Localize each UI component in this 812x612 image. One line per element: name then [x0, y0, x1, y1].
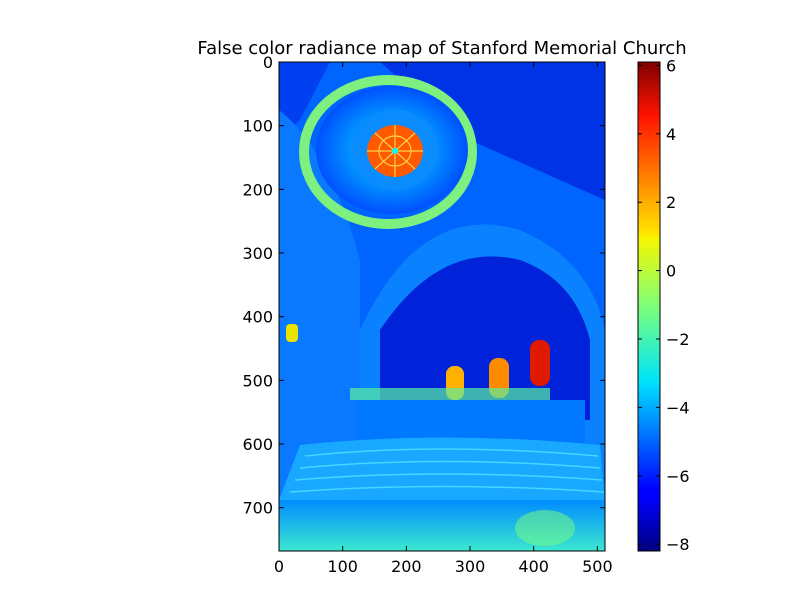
colorbar-tick-label: 4 — [666, 125, 676, 144]
y-tick-label: 400 — [242, 308, 273, 327]
oculus-center — [392, 148, 398, 154]
colorbar-tick-label: −2 — [666, 330, 690, 349]
window-right — [530, 340, 550, 386]
y-tick-label: 500 — [242, 371, 273, 390]
chart-title: False color radiance map of Stanford Mem… — [197, 38, 686, 59]
left-arch — [279, 110, 360, 551]
window-far-left — [286, 324, 298, 342]
colorbar-tick-label: 6 — [666, 56, 676, 75]
colorbar-tick-label: 0 — [666, 262, 676, 281]
colorbar-tick-label: −4 — [666, 398, 690, 417]
x-axis: 0 100 200 300 400 500 — [274, 62, 613, 576]
y-tick-label: 600 — [242, 435, 273, 454]
y-axis: 0 100 200 300 400 500 600 700 — [242, 53, 605, 518]
y-tick-label: 100 — [242, 117, 273, 136]
x-tick-label: 300 — [455, 557, 486, 576]
colorbar-tick-label: 2 — [666, 193, 676, 212]
x-tick-label: 0 — [274, 557, 284, 576]
y-tick-label: 200 — [242, 180, 273, 199]
colonnade — [355, 400, 585, 445]
x-tick-label: 100 — [327, 557, 358, 576]
y-tick-label: 700 — [242, 499, 273, 518]
image-frame — [278, 61, 606, 552]
colorbar-tick-label: −6 — [666, 467, 690, 486]
x-tick-label: 500 — [582, 557, 613, 576]
colorbar-tick-label: −8 — [666, 535, 690, 554]
colorbar — [637, 61, 661, 552]
dome-outer-ring — [299, 75, 477, 229]
x-tick-label: 200 — [391, 557, 422, 576]
floor-highlight — [515, 510, 575, 546]
y-tick-label: 0 — [263, 53, 273, 72]
y-tick-label: 300 — [242, 244, 273, 263]
colorbar-axis: −8 −6 −4 −2 0 2 4 6 — [638, 56, 690, 554]
x-tick-label: 400 — [518, 557, 549, 576]
upper-left-ceiling — [279, 62, 330, 140]
altar-band — [350, 388, 550, 400]
radiance-image — [279, 62, 605, 551]
step-lines — [289, 448, 605, 493]
